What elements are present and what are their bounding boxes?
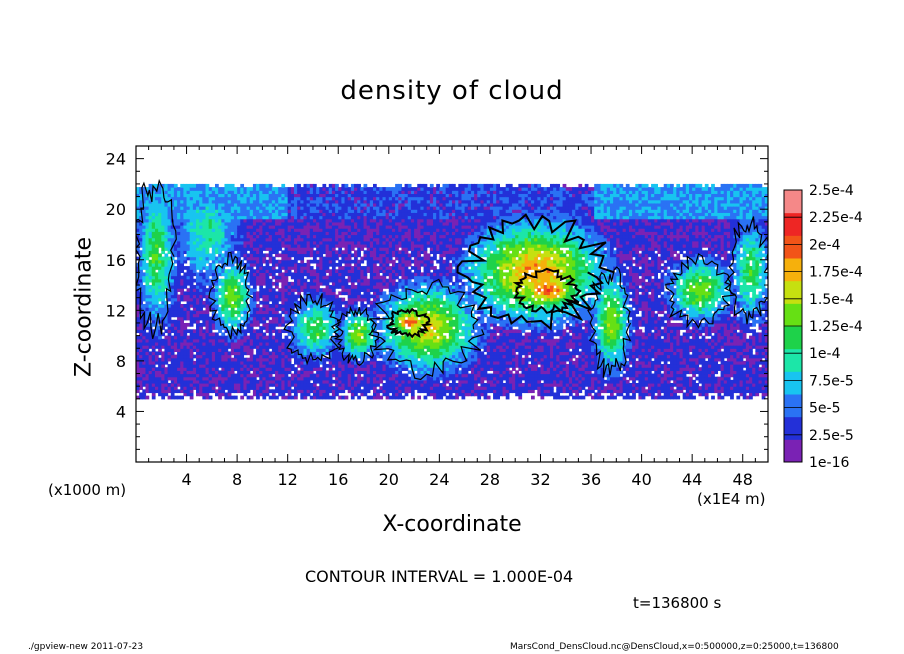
chart-title: density of cloud [340,76,564,106]
colorbar-label-3: 7.5e-5 [809,373,854,389]
x-tick-label-5: 24 [429,470,449,489]
colorbar-segment-3 [784,371,802,395]
colorbar-segment-0 [784,439,802,463]
colorbar-segment-10 [784,212,802,236]
y-tick-label-0: 4 [116,402,126,421]
colorbar-label-1: 2.5e-5 [809,428,854,444]
colorbar-segment-2 [784,394,802,418]
y-tick-label-1: 8 [116,352,126,371]
contour-line-8 [512,267,582,314]
colorbar-segment-9 [784,235,802,259]
y-tick-label-2: 12 [106,301,126,320]
colorbar-label-5: 1.25e-4 [809,319,863,335]
colorbar-segment-8 [784,258,802,282]
x-tick-label-10: 44 [682,470,702,489]
colorbar-segment-1 [784,416,802,440]
colorbar-label-4: 1e-4 [809,346,841,362]
x-tick-label-6: 28 [480,470,500,489]
contour-line-11 [726,216,768,325]
x-tick-label-4: 20 [379,470,399,489]
footer-left: ./gpview-new 2011-07-23 [28,642,144,652]
contour-line-5 [368,278,485,381]
contour-line-0 [136,178,177,339]
x-axis-label: X-coordinate [0,512,904,537]
x-tick-label-0: 4 [181,470,191,489]
contour-line-3 [283,293,342,366]
contour-line-10 [665,253,736,329]
x-tick-label-3: 16 [328,470,348,489]
colorbar-label-9: 2.25e-4 [809,210,863,226]
x-tick-label-7: 32 [530,470,550,489]
colorbar-segment-5 [784,326,802,350]
x-tick-label-1: 8 [232,470,242,489]
x-ticks: 4 8 12 16 20 24 28 32 36 40 44 48 [148,146,756,489]
x-tick-label-9: 40 [631,470,651,489]
contour-line-4 [333,305,380,367]
colorbar-label-6: 1.5e-4 [809,292,854,308]
contour-line-2 [208,251,254,340]
contour-interval: CONTOUR INTERVAL = 1.000E-04 [305,567,574,586]
colorbar-segment-6 [784,303,802,327]
colorbar-label-0: 1e-16 [809,455,849,471]
y-tick-label-5: 24 [106,150,126,169]
x-tick-label-8: 36 [581,470,601,489]
colorbar-label-10: 2.5e-4 [809,183,854,199]
y-tick-label-3: 16 [106,251,126,270]
contour-line-6 [386,307,433,339]
colorbar-label-8: 2e-4 [809,237,841,253]
colorbar-segment-4 [784,348,802,372]
x-tick-label-2: 12 [278,470,298,489]
contour-line-9 [587,266,632,378]
colorbar-segment-7 [784,280,802,304]
y-ticks: 4 8 12 16 20 24 [106,150,768,450]
colorbar-label-7: 1.75e-4 [809,265,863,281]
x-unit-note: (x1E4 m) [697,490,766,508]
colorbar-segment-11 [784,190,802,214]
y-tick-label-4: 20 [106,200,126,219]
y-axis-label: Z-coordinate [71,237,97,377]
x-tick-label-11: 48 [733,470,753,489]
footer-right: MarsCond_DensCloud.nc@DensCloud,x=0:5000… [510,642,839,652]
colorbar-label-2: 5e-5 [809,401,840,417]
z-unit-note: (x1000 m) [48,481,127,499]
colorbar: 1e-16 2.5e-5 5e-5 7.5e-5 1e-4 1.25e-4 1.5e-4 1.… [783,183,863,471]
x-axis-label-text: X-coordinate [382,512,522,537]
contour-line-7 [456,213,615,331]
density-field [136,178,768,400]
time-stamp: t=136800 s [633,594,722,612]
